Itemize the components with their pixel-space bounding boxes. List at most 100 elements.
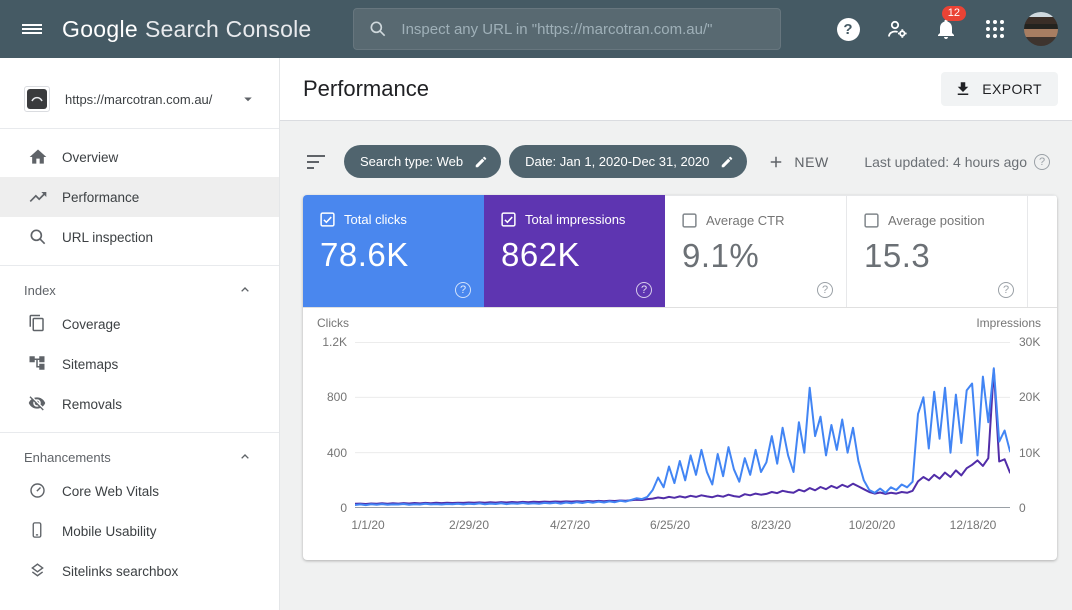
property-favicon bbox=[24, 86, 50, 112]
performance-panel: Total clicks 78.6K ? Total impressions 8… bbox=[303, 195, 1057, 560]
home-icon bbox=[28, 147, 48, 167]
sidebar-item-core-web-vitals[interactable]: Core Web Vitals bbox=[0, 471, 279, 511]
help-circle-icon[interactable]: ? bbox=[455, 282, 471, 298]
export-button[interactable]: EXPORT bbox=[941, 72, 1058, 106]
sidebar-item-sitelinks-searchbox[interactable]: Sitelinks searchbox bbox=[0, 551, 279, 591]
sidebar-item-label: Removals bbox=[62, 396, 123, 412]
url-inspect-input[interactable] bbox=[401, 20, 767, 38]
search-icon bbox=[28, 227, 48, 247]
edit-pencil-icon bbox=[474, 155, 488, 169]
sidebar-item-coverage[interactable]: Coverage bbox=[0, 304, 279, 344]
help-circle-icon[interactable]: ? bbox=[998, 282, 1014, 298]
metric-value: 78.6K bbox=[320, 236, 409, 273]
x-axis-tick: 4/27/20 bbox=[549, 518, 591, 532]
page-header: Performance EXPORT bbox=[280, 58, 1072, 121]
chevron-down-icon bbox=[239, 90, 257, 108]
url-inspect-searchbox[interactable] bbox=[353, 8, 782, 50]
metric-card-total-impressions[interactable]: Total impressions 862K ? bbox=[484, 195, 665, 307]
sidebar-section-enhancements[interactable]: Enhancements bbox=[0, 433, 279, 471]
x-axis-tick: 2/29/20 bbox=[448, 518, 490, 532]
left-axis-tick: 400 bbox=[326, 446, 347, 460]
left-axis-title: Clicks bbox=[317, 316, 349, 330]
metric-label: Total impressions bbox=[525, 212, 626, 227]
property-url: https://marcotran.com.au/ bbox=[65, 91, 213, 107]
property-selector[interactable]: https://marcotran.com.au/ bbox=[0, 70, 279, 128]
sidebar-item-sitemaps[interactable]: Sitemaps bbox=[0, 344, 279, 384]
x-axis-tick: 1/1/20 bbox=[351, 518, 385, 532]
last-updated-text: Last updated: 4 hours ago bbox=[864, 153, 1027, 170]
logo-google: Google bbox=[62, 15, 138, 42]
bell-icon bbox=[938, 19, 954, 39]
x-axis-tick: 6/25/20 bbox=[649, 518, 691, 532]
app-logo: Google Search Console bbox=[62, 16, 311, 43]
checkbox-checked-icon[interactable] bbox=[501, 212, 516, 227]
metric-value: 862K bbox=[501, 236, 581, 273]
x-axis-tick: 10/20/20 bbox=[848, 518, 896, 532]
user-settings-button[interactable] bbox=[877, 9, 917, 49]
chart-plot-area bbox=[355, 342, 1010, 508]
metric-card-average-position[interactable]: Average position 15.3 ? bbox=[846, 195, 1027, 307]
checkbox-unchecked-icon[interactable] bbox=[864, 213, 879, 228]
sidebar-section-index[interactable]: Index bbox=[0, 266, 279, 304]
clicks-impressions-chart: Clicks Impressions 1.2K 800 400 0 30K 20… bbox=[303, 308, 1057, 560]
sidebar-item-overview[interactable]: Overview bbox=[0, 137, 279, 177]
topbar-actions: ? 12 bbox=[828, 6, 1058, 49]
plus-icon bbox=[771, 156, 782, 167]
sidebar-item-label: Mobile Usability bbox=[62, 523, 157, 539]
edit-pencil-icon bbox=[720, 155, 734, 169]
sidebar-item-performance[interactable]: Performance bbox=[0, 177, 279, 217]
search-icon bbox=[370, 21, 386, 37]
export-label: EXPORT bbox=[982, 81, 1042, 97]
checkbox-unchecked-icon[interactable] bbox=[682, 213, 697, 228]
apps-grid-button[interactable] bbox=[975, 9, 1015, 49]
new-filter-button[interactable]: NEW bbox=[767, 153, 828, 171]
metric-card-average-ctr[interactable]: Average CTR 9.1% ? bbox=[665, 195, 846, 307]
notification-count-badge: 12 bbox=[941, 6, 966, 21]
help-button[interactable]: ? bbox=[828, 9, 868, 49]
help-circle-icon[interactable]: ? bbox=[817, 282, 833, 298]
sidebar-divider bbox=[0, 128, 279, 129]
speedometer-icon bbox=[28, 481, 48, 501]
filter-chip-search-type[interactable]: Search type: Web bbox=[344, 145, 502, 178]
sidebar-item-label: Sitelinks searchbox bbox=[62, 563, 179, 579]
filter-icon[interactable] bbox=[307, 153, 327, 171]
filter-chip-date[interactable]: Date: Jan 1, 2020-Dec 31, 2020 bbox=[509, 145, 748, 178]
metric-value: 15.3 bbox=[864, 237, 931, 274]
help-circle-icon[interactable]: ? bbox=[636, 282, 652, 298]
chip-label: Search type: Web bbox=[360, 154, 464, 169]
metric-label: Average position bbox=[888, 213, 985, 228]
metric-label: Total clicks bbox=[344, 212, 407, 227]
metric-label: Average CTR bbox=[706, 213, 785, 228]
chevron-up-icon bbox=[237, 282, 253, 298]
apps-grid-icon bbox=[986, 20, 1004, 38]
filter-bar: Search type: Web Date: Jan 1, 2020-Dec 3… bbox=[280, 121, 1072, 178]
right-axis-title: Impressions bbox=[976, 316, 1041, 330]
hamburger-menu-icon[interactable] bbox=[12, 9, 52, 49]
sidebar-item-label: URL inspection bbox=[62, 229, 154, 245]
metric-card-total-clicks[interactable]: Total clicks 78.6K ? bbox=[303, 195, 484, 307]
main-content: Performance EXPORT Search type: Web Date… bbox=[280, 58, 1072, 610]
help-circle-icon[interactable]: ? bbox=[1034, 153, 1050, 170]
page-title: Performance bbox=[303, 76, 429, 101]
user-gear-icon bbox=[888, 20, 907, 38]
pages-icon bbox=[28, 314, 48, 334]
left-axis-tick: 1.2K bbox=[322, 335, 347, 349]
sitemap-icon bbox=[28, 354, 48, 374]
left-axis-tick: 800 bbox=[326, 390, 347, 404]
sidebar-divider bbox=[0, 432, 279, 433]
chevron-up-icon bbox=[237, 449, 253, 465]
sidebar-item-label: Performance bbox=[62, 189, 140, 205]
checkbox-checked-icon[interactable] bbox=[320, 212, 335, 227]
metric-cards: Total clicks 78.6K ? Total impressions 8… bbox=[303, 195, 1057, 308]
app-body: https://marcotran.com.au/ Overview Perfo… bbox=[0, 58, 1072, 610]
avatar[interactable] bbox=[1024, 12, 1058, 46]
visibility-off-icon bbox=[28, 394, 48, 414]
sidebar-item-label: Core Web Vitals bbox=[62, 483, 160, 499]
download-icon bbox=[958, 82, 969, 95]
right-axis-tick: 30K bbox=[1019, 335, 1041, 349]
sidebar-item-url-inspection[interactable]: URL inspection bbox=[0, 217, 279, 257]
notifications-button[interactable]: 12 bbox=[926, 6, 966, 49]
sidebar-item-removals[interactable]: Removals bbox=[0, 384, 279, 424]
sidebar-item-mobile-usability[interactable]: Mobile Usability bbox=[0, 511, 279, 551]
cards-filler bbox=[1027, 195, 1057, 307]
